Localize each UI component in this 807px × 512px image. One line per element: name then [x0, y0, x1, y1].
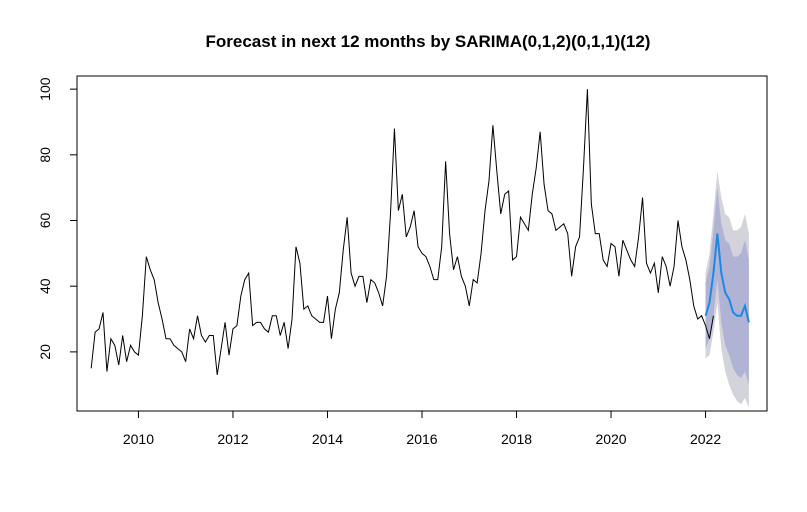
plot-frame: [76, 75, 768, 412]
x-tick-label: 2020: [595, 431, 626, 447]
y-tick-label: 60: [37, 213, 53, 229]
observed-line: [90, 89, 714, 375]
chart-title: Forecast in next 12 months by SARIMA(0,1…: [206, 32, 651, 51]
observed-series: [90, 89, 714, 375]
y-tick-label: 20: [37, 344, 53, 360]
forecast-line: [704, 233, 750, 323]
y-axis: 20 40 60 80 100: [37, 77, 78, 360]
x-tick-label: 2016: [406, 431, 437, 447]
x-axis: 2010 2012 2014 2016 2018 2020 2022: [123, 410, 721, 447]
y-tick-label: 100: [37, 77, 53, 101]
x-tick-label: 2012: [217, 431, 248, 447]
forecast-series: [704, 233, 750, 323]
x-tick-label: 2022: [690, 431, 721, 447]
x-tick-label: 2010: [123, 431, 154, 447]
x-tick-label: 2018: [501, 431, 532, 447]
y-tick-label: 80: [37, 147, 53, 163]
y-tick-label: 40: [37, 278, 53, 294]
x-tick-label: 2014: [312, 431, 343, 447]
